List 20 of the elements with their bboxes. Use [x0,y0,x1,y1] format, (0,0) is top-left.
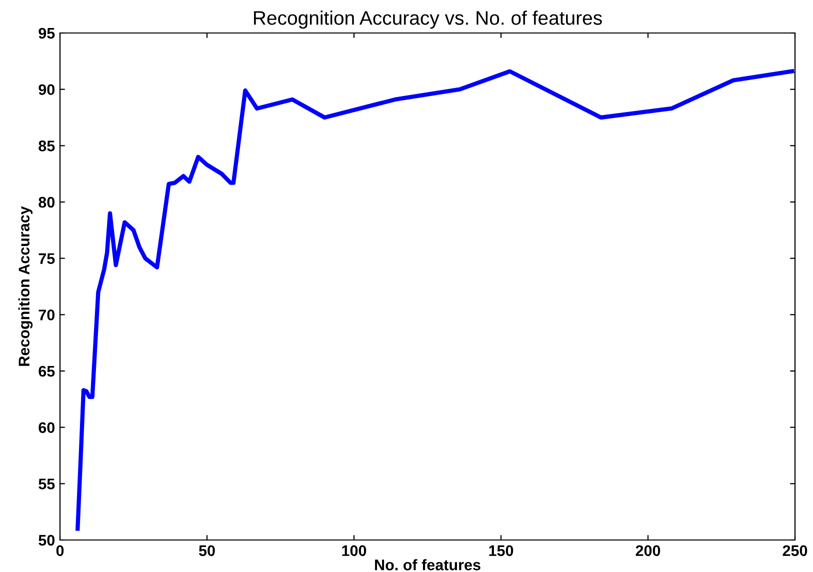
x-tick-label: 100 [342,545,366,556]
line-series [76,69,794,531]
x-tick-label: 150 [489,545,514,556]
y-tick-label: 55 [38,478,55,490]
y-tick-label: 75 [38,253,55,264]
chart-title: Recognition Accuracy vs. No. of features [254,10,602,29]
y-tick-label: 70 [38,310,55,320]
y-tick-label: 60 [38,422,55,434]
y-tick-label: 95 [38,28,55,39]
y-tick-label: 50 [38,534,55,546]
y-axis-title: Recognition Accuracy [18,206,33,366]
y-tick-label: 90 [38,84,55,96]
x-tick-label: 200 [636,545,660,556]
x-tick-label: 250 [782,545,808,556]
x-axis-title: No. of features [375,559,480,570]
y-tick-label: 65 [38,366,55,377]
y-tick-label: 80 [38,196,55,208]
y-tick-label: 85 [38,140,55,152]
x-tick-label: 50 [198,545,215,556]
x-tick-label: 0 [56,545,64,556]
